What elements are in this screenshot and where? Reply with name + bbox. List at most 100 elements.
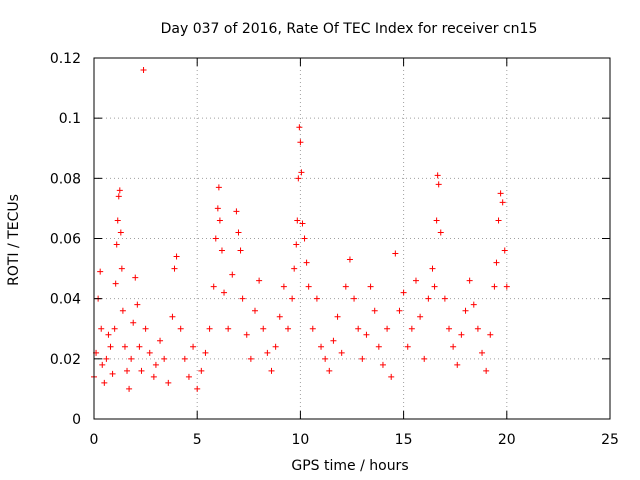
- data-point: [421, 355, 428, 362]
- data-point: [194, 385, 201, 392]
- data-point: [264, 349, 271, 356]
- x-tick-label: 0: [90, 432, 99, 448]
- data-point: [334, 313, 341, 320]
- data-point: [112, 280, 119, 287]
- data-point: [256, 277, 263, 284]
- data-point: [268, 367, 275, 374]
- data-point: [384, 325, 391, 332]
- data-point: [429, 265, 436, 272]
- data-point: [146, 349, 153, 356]
- data-point: [138, 367, 145, 374]
- data-point: [450, 343, 457, 350]
- data-point: [98, 325, 105, 332]
- grid-lines: [94, 58, 610, 419]
- data-point: [202, 349, 209, 356]
- data-point: [446, 325, 453, 332]
- data-point: [235, 229, 242, 236]
- data-point: [483, 367, 490, 374]
- data-point: [225, 325, 232, 332]
- data-point: [198, 367, 205, 374]
- data-point: [107, 343, 114, 350]
- data-point: [501, 247, 508, 254]
- data-point: [375, 343, 382, 350]
- data-point: [118, 265, 125, 272]
- data-point: [165, 379, 172, 386]
- data-point: [437, 229, 444, 236]
- data-point: [495, 217, 502, 224]
- data-point: [171, 265, 178, 272]
- data-point: [491, 283, 498, 290]
- data-point: [297, 139, 304, 146]
- data-point: [216, 217, 223, 224]
- data-point: [499, 199, 506, 206]
- data-point: [454, 361, 461, 368]
- data-point: [431, 283, 438, 290]
- data-point: [152, 361, 159, 368]
- data-point: [379, 361, 386, 368]
- data-point: [289, 295, 296, 302]
- data-point: [318, 343, 325, 350]
- y-axis-title: ROTI / TECUs: [6, 194, 22, 286]
- data-point: [190, 343, 197, 350]
- data-point: [435, 181, 442, 188]
- data-point: [109, 370, 116, 377]
- data-point: [161, 355, 168, 362]
- data-point: [371, 307, 378, 314]
- data-point: [260, 325, 267, 332]
- data-point: [121, 343, 128, 350]
- data-point: [251, 307, 258, 314]
- data-point: [140, 67, 147, 74]
- data-point: [388, 373, 395, 380]
- data-point: [299, 220, 306, 227]
- data-point: [497, 190, 504, 197]
- data-point: [218, 247, 225, 254]
- data-point: [134, 301, 141, 308]
- data-point: [214, 205, 221, 212]
- chart-title: Day 037 of 2016, Rate Of TEC Index for r…: [161, 21, 538, 37]
- y-tick-label: 0.1: [59, 111, 81, 127]
- data-point: [237, 247, 244, 254]
- data-point: [400, 289, 407, 296]
- data-point: [132, 274, 139, 281]
- x-tick-label: 15: [395, 432, 413, 448]
- data-point: [285, 325, 292, 332]
- data-point: [114, 217, 121, 224]
- data-point: [296, 124, 303, 131]
- data-point: [157, 337, 164, 344]
- data-point: [305, 283, 312, 290]
- data-point: [221, 289, 228, 296]
- data-point: [126, 385, 133, 392]
- y-tick-label: 0: [72, 412, 81, 428]
- data-point: [280, 283, 287, 290]
- data-point: [101, 379, 108, 386]
- data-point: [433, 217, 440, 224]
- x-tick-label: 20: [498, 432, 516, 448]
- data-point: [338, 349, 345, 356]
- data-point: [229, 271, 236, 278]
- data-point: [272, 343, 279, 350]
- data-point: [115, 193, 122, 200]
- data-point: [243, 331, 250, 338]
- data-point: [351, 295, 358, 302]
- x-tick-label: 5: [193, 432, 202, 448]
- data-point: [322, 355, 329, 362]
- data-point: [276, 313, 283, 320]
- data-point: [346, 256, 353, 263]
- data-point: [291, 265, 298, 272]
- data-point: [130, 319, 137, 326]
- data-point: [313, 295, 320, 302]
- data-point: [150, 373, 157, 380]
- data-point: [233, 208, 240, 215]
- data-point: [342, 283, 349, 290]
- x-tick-label: 10: [291, 432, 309, 448]
- data-point: [247, 355, 254, 362]
- data-point: [142, 325, 149, 332]
- data-point: [458, 331, 465, 338]
- data-point: [330, 337, 337, 344]
- data-point: [479, 349, 486, 356]
- data-point: [470, 301, 477, 308]
- data-point: [111, 325, 118, 332]
- data-point: [295, 175, 302, 182]
- y-tick-label: 0.04: [50, 292, 81, 308]
